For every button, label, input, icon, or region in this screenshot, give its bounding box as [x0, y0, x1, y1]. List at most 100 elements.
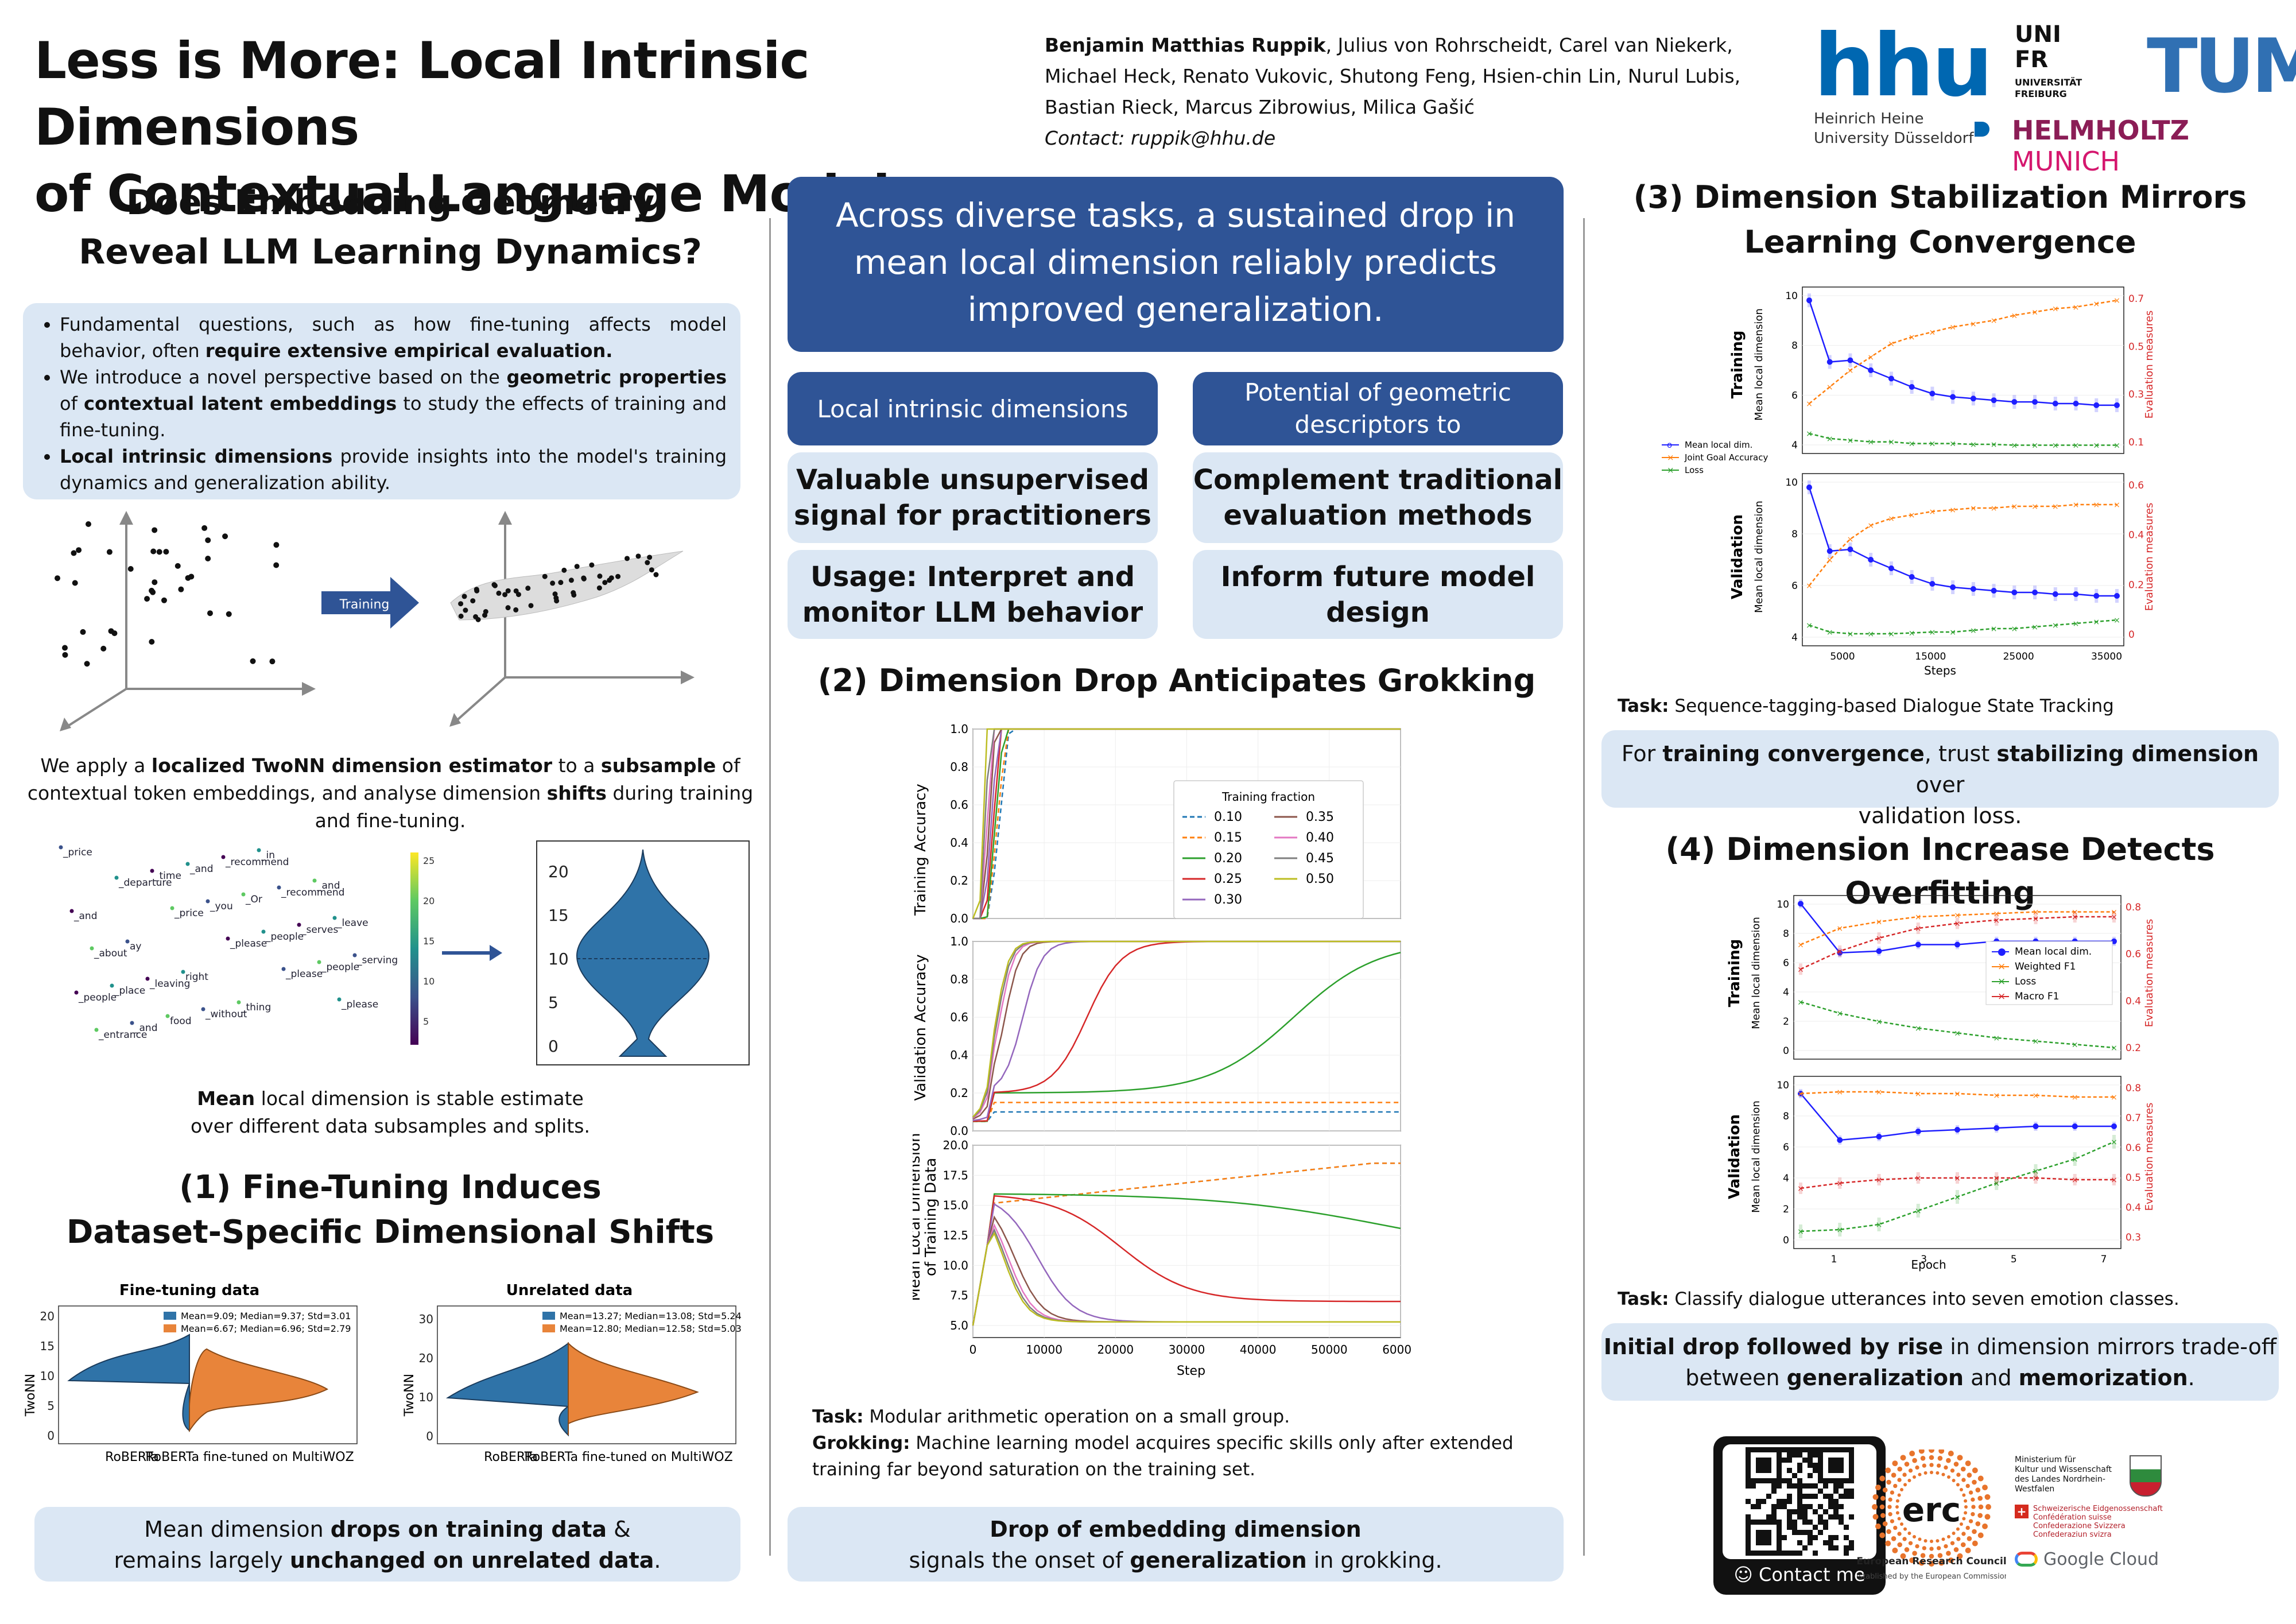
grid-complement: Complement traditional evaluation methods: [1193, 452, 1563, 543]
violin-tick: 10: [548, 949, 569, 968]
task3-text: Sequence-tagging-based Dialogue State Tr…: [1669, 696, 2114, 716]
emo-y2label-val: Evaluation measures: [2143, 1103, 2155, 1211]
tick: 10: [1777, 899, 1789, 910]
tick: 10: [1785, 477, 1798, 489]
person-icon: ☺: [1733, 1564, 1759, 1586]
emo-ylabel-train: Mean local dimension: [1750, 917, 1762, 1029]
token-label: _place: [114, 985, 145, 997]
task-label: Task:: [812, 1406, 864, 1427]
unrelated-violin-panel: Unrelated data TwoNN 30 20 10 0 Mean=13.27;…: [402, 1282, 742, 1464]
grok-xtick: 20000: [1097, 1343, 1134, 1356]
manifold-point: [496, 590, 502, 596]
manifold-point: [596, 585, 602, 591]
section-2-heading: (2) Dimension Drop Anticipates Grokking: [817, 662, 1536, 699]
task4-text: Classify dialogue utterances into seven …: [1669, 1289, 2179, 1309]
point: [152, 527, 158, 533]
token-label: _serves: [301, 924, 338, 936]
tick-right: 0.6: [2126, 1142, 2141, 1154]
svg-text:×: ×: [2111, 1044, 2117, 1053]
grok-ytick: 10.0: [943, 1258, 968, 1272]
token-label: _and: [134, 1022, 157, 1034]
svg-text:×: ×: [1867, 438, 1874, 447]
manifold-point: [461, 594, 467, 599]
nrw-coat-of-arms: [2130, 1455, 2162, 1497]
dst-legend: o Mean local dim. × Joint Goal Accuracy × Los…: [1662, 440, 1768, 475]
point: [222, 533, 228, 540]
training-arrow: Training: [321, 577, 419, 629]
tick-right: 0.4: [2126, 995, 2141, 1007]
section-3-conclusion: For training convergence, trust stabiliz…: [1601, 730, 2279, 828]
axis-tick: 0: [47, 1429, 55, 1443]
grok-task-description: Task: Modular arithmetic operation on a …: [812, 1404, 1558, 1483]
section-4-heading: (4) Dimension Increase Detects Overfitti…: [1665, 831, 2215, 911]
bullet-2-bold1: geometric properties: [506, 366, 727, 388]
svg-text:×: ×: [2072, 1155, 2078, 1164]
bullet-2-bold2: contextual latent embeddings: [84, 393, 397, 414]
contact-me-button[interactable]: ☺ Contact me: [1713, 1564, 1886, 1586]
token-label: _without: [205, 1009, 247, 1020]
point: [149, 587, 155, 594]
grok-ylabel-train: Training Accuracy: [913, 784, 929, 916]
point: [269, 658, 276, 665]
point: [72, 580, 78, 586]
qr-card[interactable]: ☺ Contact me: [1713, 1436, 1886, 1595]
svg-text:×: ×: [1867, 630, 1874, 639]
tick: 4: [1783, 987, 1789, 998]
dst-ylabel-train: Mean local dimension: [1753, 308, 1765, 421]
manifold-point: [608, 575, 614, 581]
grokking-chart: Training Accuracy Validation Accuracy Me…: [913, 722, 1412, 1378]
violin-tick: 15: [548, 906, 569, 925]
manifold-point: [625, 556, 630, 561]
tick-right: 0.6: [2128, 480, 2144, 491]
tick-right: 0.7: [2126, 1113, 2141, 1124]
grok-ytick: 0.8: [950, 972, 968, 986]
svg-text:×: ×: [1876, 934, 1883, 943]
tick: 2: [1783, 1204, 1789, 1215]
hhu-logo-text: hhu: [1814, 16, 1993, 116]
token-label: food: [170, 1016, 192, 1027]
axis-tick: 20: [40, 1309, 55, 1323]
section-1-heading: (1) Fine-Tuning Induces Dataset-Specific…: [23, 1165, 758, 1255]
qr-code[interactable]: [1723, 1444, 1876, 1559]
colorbar-tick: 20: [423, 896, 435, 906]
grok-ytick: 0.2: [950, 874, 968, 887]
svg-text:×: ×: [1970, 626, 1977, 635]
tick-right: 0.4: [2126, 1202, 2141, 1214]
grok-xtick: 0: [969, 1343, 977, 1356]
manifold-point: [491, 582, 497, 588]
grok-xtick: 30000: [1169, 1343, 1205, 1356]
token-label: _thing: [241, 1002, 271, 1013]
svg-text:×: ×: [1826, 556, 1833, 565]
tick: 0: [1783, 1045, 1789, 1057]
point: [144, 596, 150, 602]
series-line: [1808, 300, 2117, 406]
bullet-2-mid: of: [60, 393, 84, 414]
manifold-point: [513, 588, 519, 594]
grok-ytick: 0.4: [950, 836, 968, 850]
dst-y2label-train: Evaluation measures: [2143, 311, 2155, 419]
tick-right: 0.1: [2128, 437, 2144, 448]
key-line2: mean local dimension reliably predicts: [854, 243, 1497, 282]
svg-text:×: ×: [1797, 941, 1804, 950]
tick-right: 0.3: [2126, 1232, 2141, 1243]
contact-email[interactable]: Contact: ruppik@hhu.de: [1045, 127, 1276, 149]
svg-text:×: ×: [1806, 400, 1813, 409]
manifold-point: [568, 577, 574, 583]
point: [273, 562, 280, 568]
legend-item: 0.50: [1306, 872, 1334, 886]
token-label: _Or: [245, 894, 262, 905]
first-author: Benjamin Matthias Ruppik: [1045, 34, 1326, 56]
token-label: _in: [261, 850, 275, 861]
grok-ytick: 5.0: [950, 1319, 968, 1332]
point: [163, 549, 169, 555]
grid-u1: Usage: Interpret and: [810, 560, 1135, 593]
val-acc-line: [972, 940, 1401, 1118]
legend-item: 0.45: [1306, 851, 1334, 866]
apply-pre: We apply a: [40, 754, 152, 777]
token-label: ay: [130, 941, 141, 952]
manifold-point: [649, 567, 654, 573]
sec3-line2: Learning Convergence: [1744, 224, 2136, 260]
svg-text:×: ×: [1954, 919, 1961, 928]
svg-text:×: ×: [1667, 465, 1674, 475]
manifold-point: [474, 588, 480, 594]
